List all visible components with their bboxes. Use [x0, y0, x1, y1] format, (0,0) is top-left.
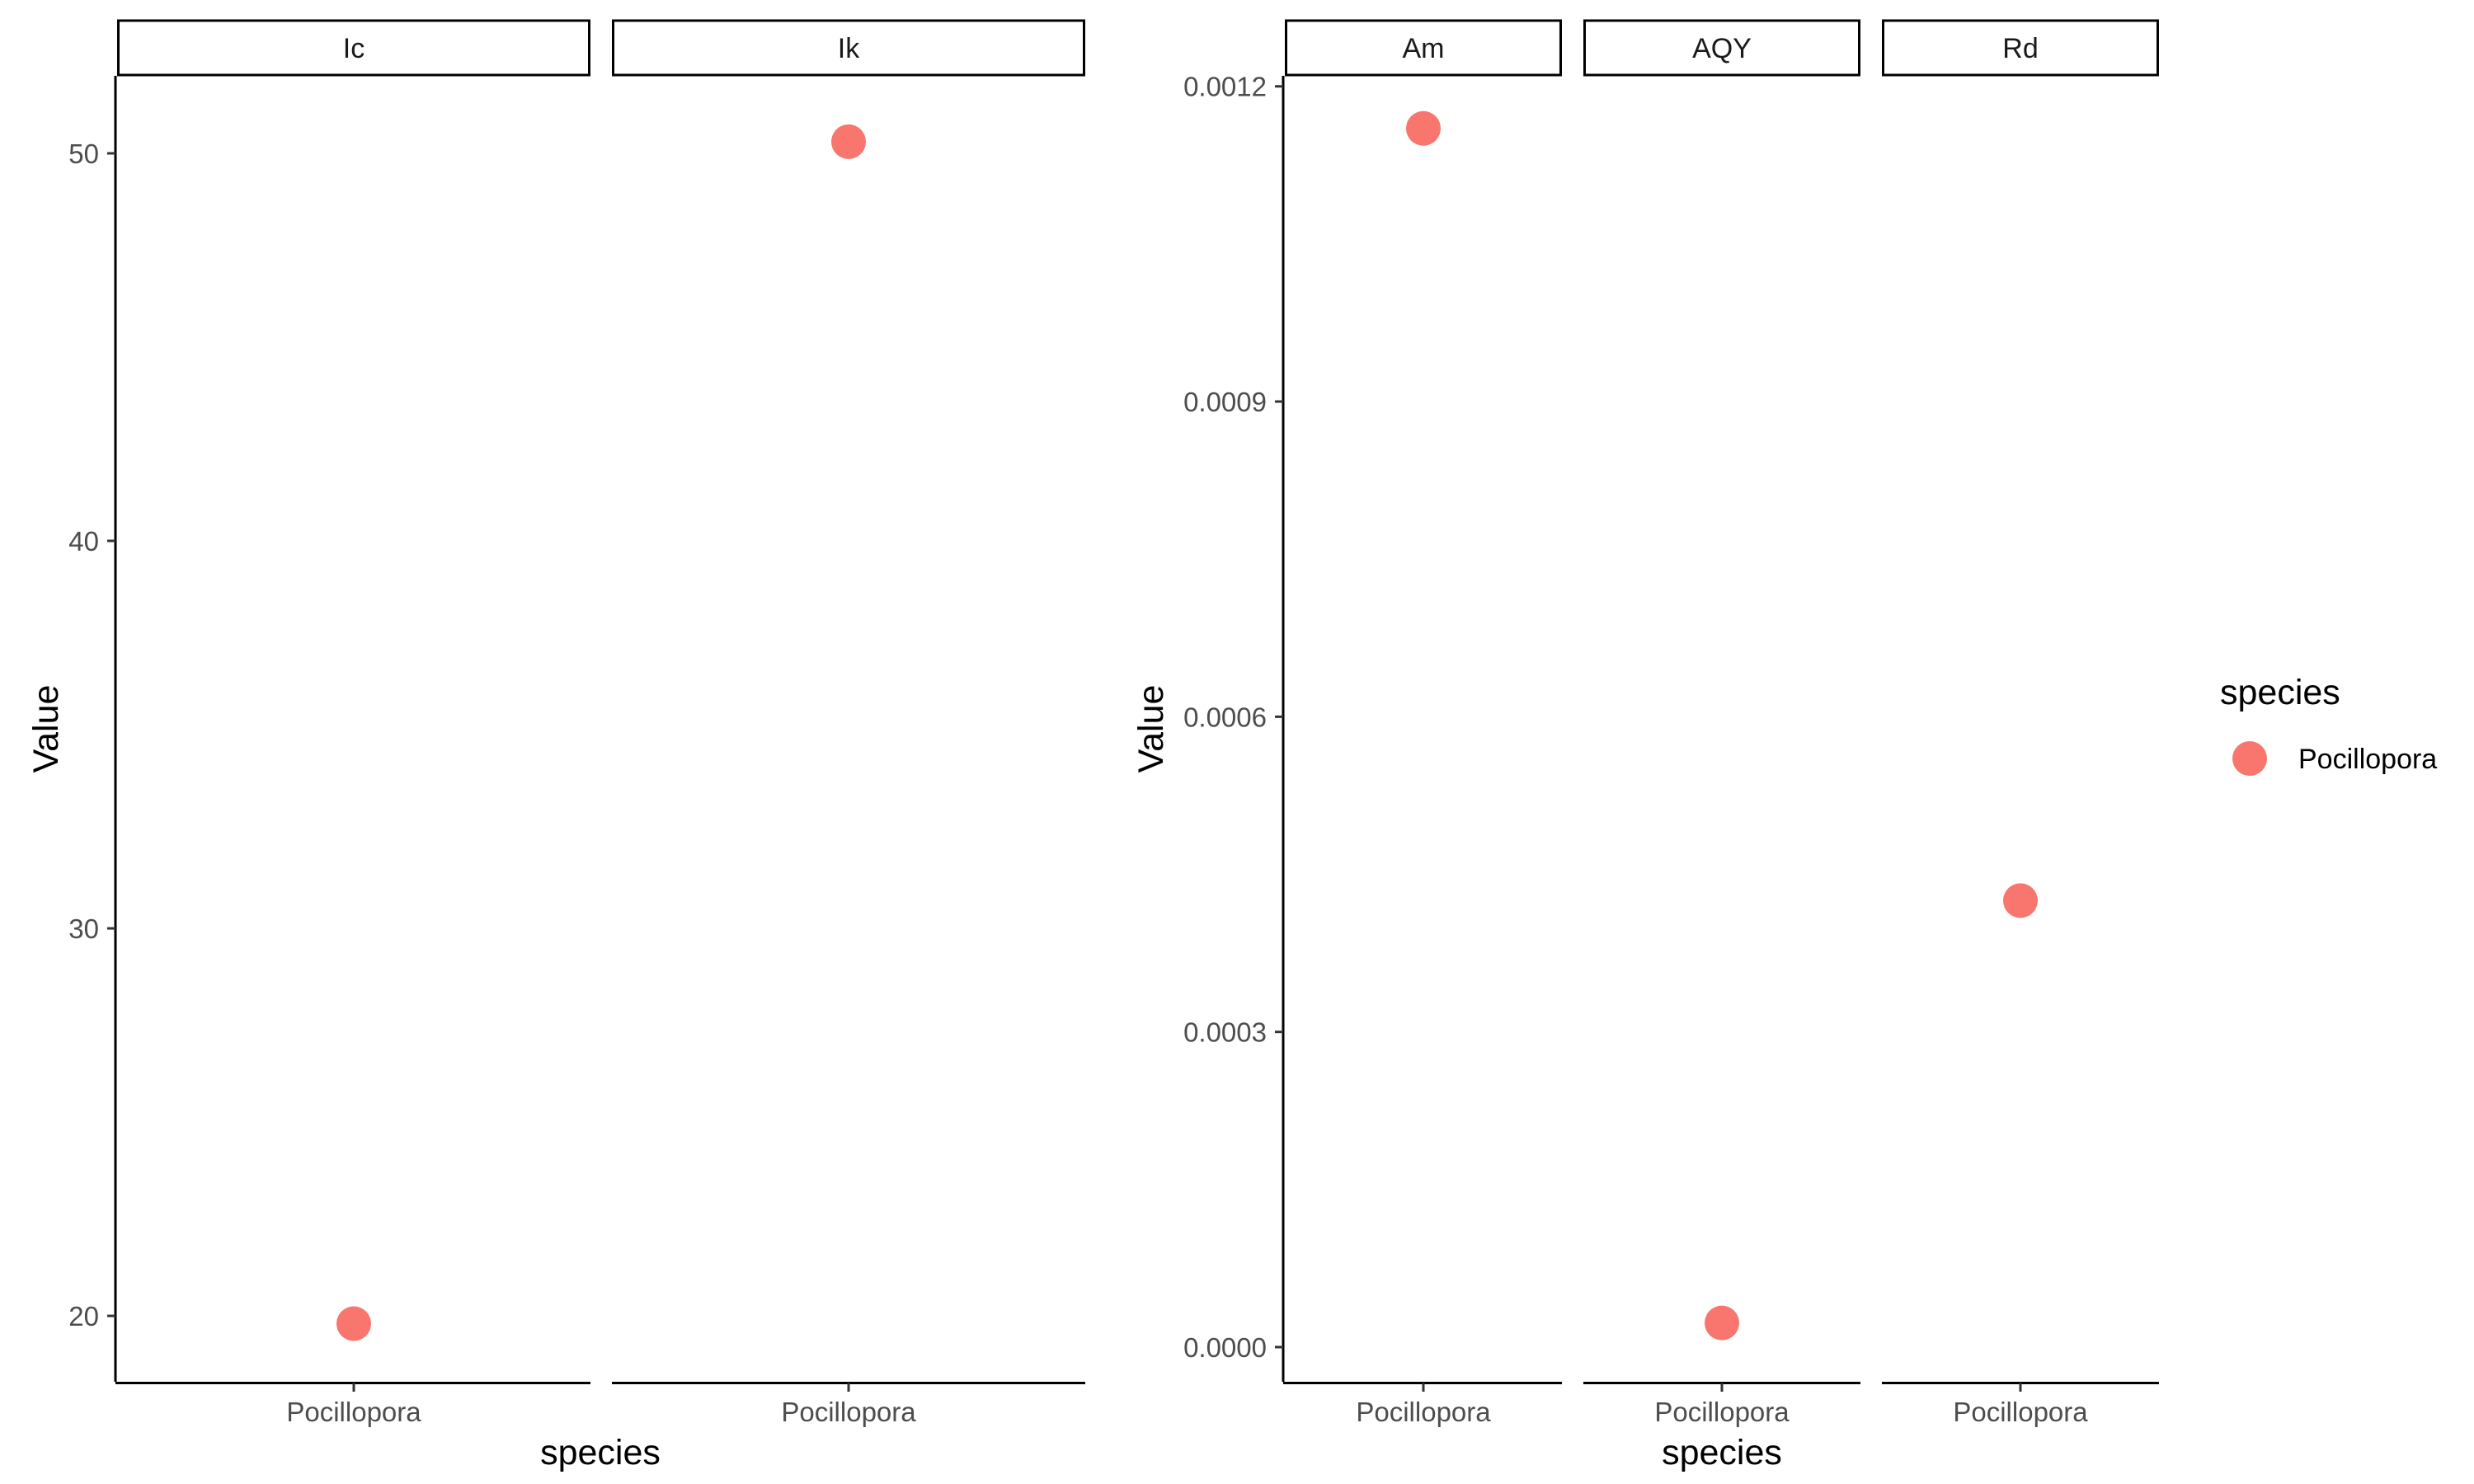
- facet-strip: [1882, 19, 2159, 77]
- facet-strip-label: AQY: [1692, 33, 1752, 64]
- x-tick-label: Pocillopora: [286, 1397, 421, 1427]
- x-axis-title: species: [1662, 1433, 1782, 1472]
- y-tick-label: 50: [68, 139, 99, 169]
- facet-strip: [612, 19, 1085, 77]
- data-point-rd: [2003, 883, 2038, 918]
- y-axis-title: Value: [1131, 685, 1171, 773]
- chart-right: 0.0000 0.0003 0.0006 0.0009 0.0012 Value Am Poc…: [1131, 19, 2159, 1472]
- facet-strip: [117, 19, 590, 77]
- data-point-am: [1406, 110, 1441, 146]
- chart-left: 20 30 40 50 Value Ic Pocillopora Ik Pocillopora s…: [26, 19, 1085, 1472]
- legend-key-pocillopora: [2232, 741, 2267, 776]
- legend-label: Pocillopora: [2298, 744, 2437, 775]
- y-tick-label: 0.0009: [1183, 387, 1267, 417]
- x-tick-label: Pocillopora: [1953, 1397, 2088, 1427]
- y-tick-label: 20: [68, 1301, 99, 1331]
- legend: species Pocillopora: [2220, 673, 2437, 776]
- facet-strip: [1583, 19, 1860, 77]
- data-point-ik: [831, 124, 866, 159]
- y-tick-label: 40: [68, 526, 99, 556]
- x-axis-title: species: [540, 1433, 661, 1472]
- x-tick-label: Pocillopora: [781, 1397, 916, 1427]
- facet-strip-label: Ic: [343, 33, 365, 64]
- y-axis-title: Value: [26, 685, 66, 773]
- facet-strip-label: Am: [1403, 33, 1445, 64]
- facet-strip: [1285, 19, 1562, 77]
- data-point-aqy: [1705, 1305, 1739, 1341]
- facet-strip-label: Rd: [2002, 33, 2038, 64]
- y-tick-label: 0.0000: [1183, 1332, 1267, 1363]
- x-tick-label: Pocillopora: [1654, 1397, 1790, 1427]
- y-tick-label: 0.0012: [1183, 72, 1267, 102]
- facet-strip-label: Ik: [838, 33, 860, 64]
- x-tick-label: Pocillopora: [1356, 1397, 1491, 1427]
- legend-title: species: [2220, 673, 2340, 712]
- y-tick-label: 0.0003: [1183, 1017, 1267, 1048]
- y-tick-label: 30: [68, 913, 99, 944]
- y-tick-label: 0.0006: [1183, 702, 1267, 732]
- data-point-ic: [336, 1306, 371, 1341]
